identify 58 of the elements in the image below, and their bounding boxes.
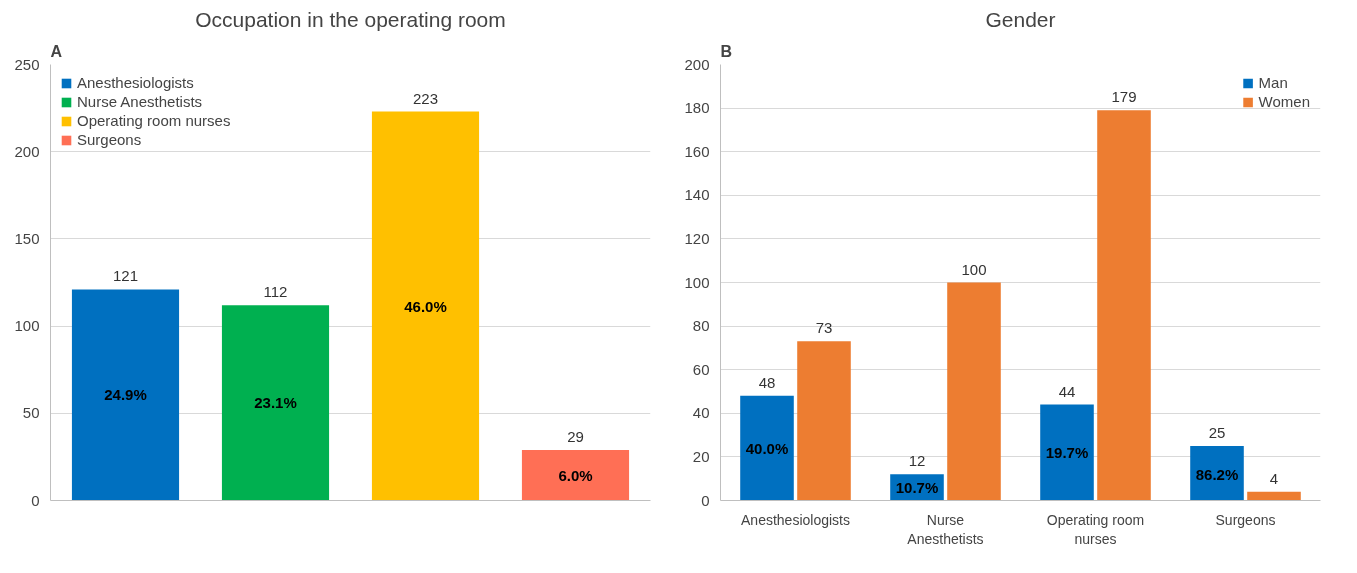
y-tick-label: 140	[684, 186, 710, 204]
data-label: 4	[1269, 469, 1279, 487]
y-tick-label: 200	[14, 142, 40, 160]
legend-label: Nurse Anesthetists	[77, 93, 203, 110]
bar	[1040, 404, 1094, 501]
y-tick-label: 50	[22, 404, 40, 422]
legend-label: Man	[1258, 74, 1288, 91]
y-tick-label: 160	[684, 142, 710, 160]
y-tick-label: 80	[692, 317, 710, 335]
y-tick-label: 200	[684, 55, 710, 73]
data-label: 73	[815, 319, 833, 337]
legend-label: Surgeons	[77, 131, 142, 148]
data-label: 223	[412, 89, 439, 107]
y-tick-label: 180	[684, 99, 710, 117]
legend-label: Anesthesiologists	[77, 74, 194, 91]
y-tick-label: 20	[692, 447, 710, 465]
data-label: 179	[1111, 88, 1137, 106]
chart-title: Occupation in the operating room	[195, 7, 506, 31]
y-tick-label: 100	[14, 317, 40, 335]
annotation: 23.1%	[254, 394, 297, 412]
y-tick-label: 100	[684, 273, 710, 291]
annotation: 10.7%	[895, 478, 939, 496]
x-tick-label: Nurse Anesthetists	[907, 511, 984, 547]
annotation: 6.0%	[558, 466, 593, 484]
annotation: 19.7%	[1045, 444, 1089, 462]
data-label: 112	[263, 283, 288, 301]
data-label: 48	[758, 373, 776, 391]
data-label: 29	[567, 427, 584, 445]
y-tick-label: 120	[684, 229, 710, 247]
legend-label: Women	[1258, 93, 1310, 110]
bar	[797, 341, 851, 501]
x-tick-label: Surgeons	[1215, 511, 1276, 528]
y-tick-label: 60	[692, 360, 710, 378]
y-tick-label: 0	[701, 491, 710, 509]
data-label: 12	[908, 452, 926, 470]
x-tick-label: Anesthesiologists	[741, 511, 850, 528]
chart-subtitle: B	[720, 42, 733, 60]
annotation: 40.0%	[745, 439, 789, 457]
data-label: 25	[1208, 424, 1226, 441]
bar	[740, 395, 794, 501]
y-tick-label: 40	[692, 404, 710, 422]
data-label: 121	[112, 267, 139, 285]
data-label: 44	[1058, 382, 1076, 400]
y-tick-label: 250	[14, 55, 40, 73]
bar	[947, 282, 1001, 501]
annotation: 46.0%	[404, 297, 447, 315]
chart-title: Gender	[985, 7, 1056, 31]
bar	[1097, 110, 1151, 501]
y-tick-label: 150	[14, 229, 40, 247]
y-tick-label: 0	[31, 491, 40, 509]
x-tick-label: Operating room nurses	[1046, 511, 1145, 547]
chart-subtitle: A	[50, 42, 63, 60]
legend-label: Operating room nurses	[77, 112, 231, 129]
bar	[1247, 491, 1301, 501]
data-label: 100	[961, 260, 987, 278]
annotation: 24.9%	[104, 386, 147, 404]
bar	[1190, 446, 1244, 501]
annotation: 86.2%	[1195, 465, 1239, 483]
